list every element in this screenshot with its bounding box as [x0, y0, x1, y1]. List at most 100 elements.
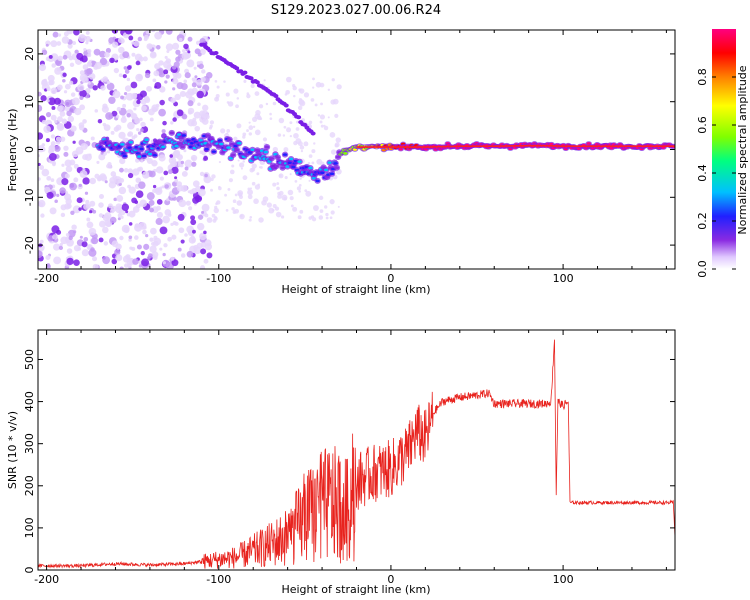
noise-speckle: [148, 199, 155, 206]
noise-speckle: [120, 95, 124, 100]
noise-speckle: [299, 88, 305, 94]
noise-speckle: [136, 127, 140, 132]
noise-speckle: [146, 256, 151, 260]
noise-speckle: [74, 49, 79, 54]
noise-speckle: [72, 230, 77, 234]
noise-speckle: [236, 97, 240, 100]
noise-speckle: [82, 64, 89, 70]
noise-speckle: [319, 120, 323, 124]
noise-speckle: [154, 81, 162, 89]
noise-speckle: [327, 88, 331, 91]
carrier-mark: [226, 146, 231, 149]
noise-speckle: [325, 212, 329, 217]
noise-speckle: [115, 203, 122, 210]
noise-speckle: [89, 200, 96, 207]
noise-speckle: [49, 207, 57, 215]
noise-speckle: [68, 235, 73, 241]
carrier-mark: [180, 145, 185, 149]
noise-speckle: [194, 75, 198, 79]
noise-speckle: [210, 188, 213, 192]
noise-speckle: [38, 132, 44, 140]
noise-speckle: [113, 197, 118, 202]
noise-speckle: [104, 51, 110, 58]
noise-speckle: [242, 132, 247, 137]
carrier-mark: [174, 144, 179, 148]
noise-speckle: [142, 229, 147, 235]
noise-speckle: [59, 187, 66, 194]
noise-speckle: [206, 252, 213, 259]
noise-speckle: [304, 189, 308, 193]
noise-speckle: [153, 237, 162, 246]
noise-speckle: [70, 92, 76, 97]
noise-speckle: [112, 90, 121, 99]
noise-speckle: [40, 213, 45, 218]
noise-speckle: [135, 177, 142, 184]
noise-speckle: [83, 237, 89, 242]
noise-speckle: [85, 199, 90, 204]
noise-speckle: [186, 59, 195, 68]
noise-speckle: [78, 34, 87, 42]
noise-speckle: [138, 56, 144, 62]
noise-speckle: [246, 129, 249, 132]
noise-speckle: [126, 77, 131, 82]
noise-speckle: [155, 103, 160, 108]
noise-speckle: [329, 199, 335, 205]
noise-speckle: [337, 205, 340, 208]
noise-speckle: [239, 162, 245, 168]
noise-speckle: [78, 122, 85, 128]
noise-speckle: [98, 202, 104, 208]
noise-speckle: [174, 221, 179, 226]
spectrogram-y-axis-label: Frequency (Hz): [6, 109, 19, 192]
noise-speckle: [233, 136, 238, 141]
noise-speckle: [190, 219, 197, 226]
noise-speckle: [102, 226, 109, 234]
carrier-mark: [234, 148, 240, 152]
noise-speckle: [142, 225, 147, 230]
noise-speckle: [191, 161, 197, 167]
ghost-track-mark: [234, 66, 240, 71]
noise-speckle: [106, 150, 111, 154]
noise-speckle: [249, 187, 253, 190]
figure-title: S129.2023.027.00.06.R24: [271, 3, 441, 18]
ghost-track-mark: [254, 80, 260, 85]
noise-speckle: [38, 177, 41, 181]
noise-speckle: [187, 36, 193, 42]
noise-speckle: [181, 51, 190, 60]
noise-speckle: [251, 181, 256, 186]
noise-speckle: [62, 54, 68, 60]
noise-speckle: [209, 120, 215, 125]
noise-speckle: [68, 55, 74, 61]
noise-speckle: [141, 105, 147, 111]
noise-speckle: [235, 104, 239, 109]
noise-speckle: [159, 186, 163, 190]
noise-speckle: [66, 30, 74, 35]
carrier-mark: [333, 162, 338, 165]
noise-speckle: [312, 86, 315, 89]
carrier-mark: [323, 168, 329, 172]
noise-speckle: [329, 216, 333, 220]
noise-speckle: [254, 91, 260, 97]
noise-speckle: [334, 113, 339, 118]
noise-speckle: [188, 236, 197, 244]
noise-speckle: [294, 180, 298, 183]
noise-speckle: [193, 244, 199, 251]
noise-speckle: [154, 31, 163, 40]
noise-speckle: [119, 157, 126, 165]
noise-speckle: [69, 62, 75, 68]
noise-speckle: [135, 73, 143, 82]
noise-speckle: [144, 72, 151, 79]
noise-speckle: [295, 138, 302, 144]
noise-speckle: [127, 172, 134, 179]
noise-speckle: [89, 177, 97, 185]
carrier-mark: [275, 156, 281, 159]
x-tick-label: 100: [553, 573, 574, 586]
noise-speckle: [57, 105, 66, 113]
noise-speckle: [54, 67, 62, 75]
noise-speckle: [197, 214, 204, 220]
noise-speckle: [108, 181, 117, 189]
noise-speckle: [191, 187, 198, 194]
noise-speckle: [181, 113, 188, 120]
noise-speckle: [59, 242, 63, 247]
noise-speckle: [65, 106, 71, 112]
y-tick-label: 400: [23, 391, 36, 412]
